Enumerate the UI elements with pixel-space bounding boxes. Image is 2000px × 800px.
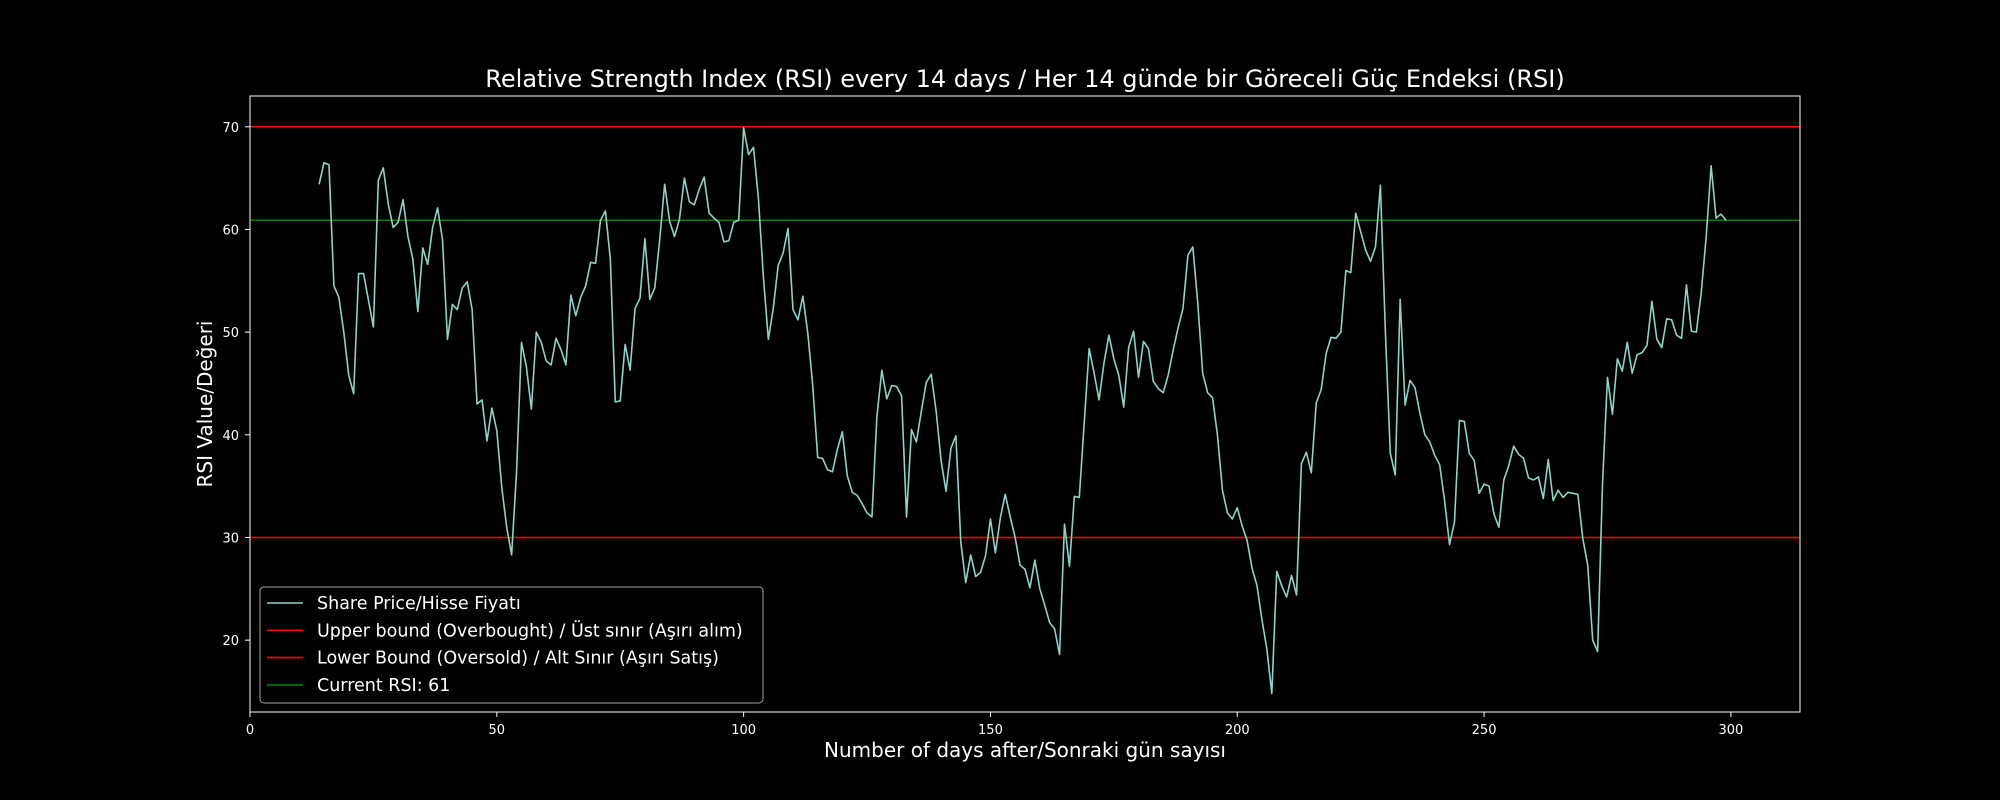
x-tick-label: 200 — [1225, 723, 1250, 738]
legend-frame — [259, 586, 764, 704]
legend-label: Upper bound (Overbought) / Üst sınır (Aş… — [317, 619, 743, 641]
x-tick-label: 250 — [1472, 723, 1497, 738]
legend: Share Price/Hisse Fiyatı Upper bound (Ove… — [259, 586, 764, 704]
y-tick-label: 50 — [222, 326, 239, 341]
x-tick-label: 100 — [731, 723, 756, 738]
x-tick-label: 0 — [246, 723, 254, 738]
rsi-series-line — [318, 127, 1727, 695]
y-tick-label: 70 — [222, 121, 239, 136]
x-tick-label: 300 — [1718, 723, 1743, 738]
y-tick-label: 60 — [222, 223, 239, 238]
plot-frame — [249, 95, 1801, 713]
chart-title: Relative Strength Index (RSI) every 14 d… — [485, 65, 1564, 93]
x-tick-label: 150 — [978, 723, 1003, 738]
y-axis-title: RSI Value/Değeri — [193, 321, 217, 488]
y-tick-label: 30 — [222, 531, 239, 546]
x-axis: 0 50 100 150 200 250 300 — [246, 712, 1743, 738]
series-group — [318, 127, 1727, 695]
x-tick-label: 50 — [489, 723, 506, 738]
legend-label: Lower Bound (Oversold) / Alt Sınır (Aşır… — [317, 649, 719, 669]
y-axis: 20 30 40 50 60 70 — [222, 121, 250, 649]
y-tick-label: 20 — [222, 634, 239, 649]
legend-label: Current RSI: 61 — [317, 676, 450, 696]
y-tick-label: 40 — [222, 429, 239, 444]
legend-label: Share Price/Hisse Fiyatı — [317, 594, 521, 614]
x-axis-title: Number of days after/Sonraki gün sayısı — [824, 738, 1226, 762]
